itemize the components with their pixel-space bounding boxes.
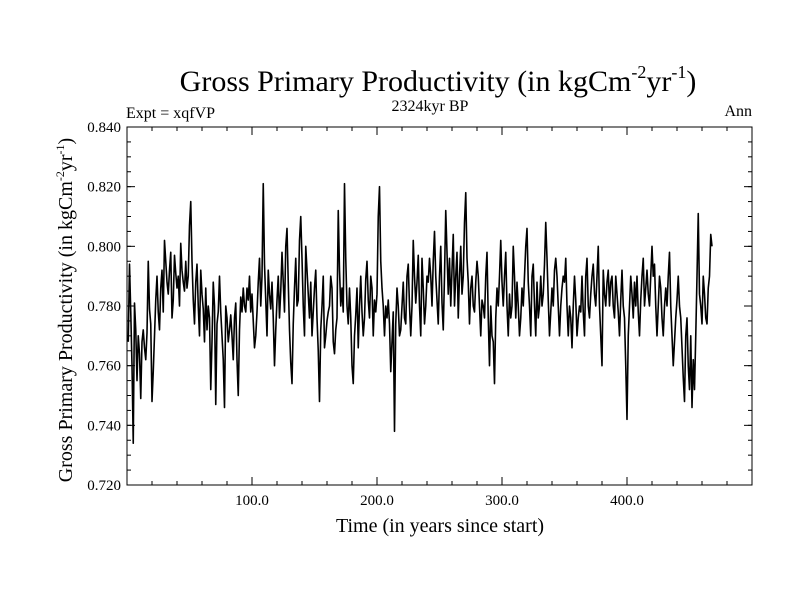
axis-tick-labels: 0.720 0.740 0.760 0.780 0.800 0.820 0.840 100.0… xyxy=(87,120,644,509)
experiment-label: Expt = xqfVP xyxy=(126,105,215,122)
x-tick-label: 300.0 xyxy=(485,493,519,509)
x-tick-label: 100.0 xyxy=(235,493,269,509)
y-axis-label-sup: -1 xyxy=(53,144,67,154)
season-label: Ann xyxy=(724,103,752,120)
chart-title: Gross Primary Productivity (in kgCm-2yr-… xyxy=(180,62,697,98)
x-axis-label: Time (in years since start) xyxy=(336,515,544,537)
y-tick-label: 0.800 xyxy=(87,239,121,255)
y-tick-label: 0.820 xyxy=(87,180,121,196)
y-tick-label: 0.760 xyxy=(87,359,121,375)
y-tick-label: 0.840 xyxy=(87,120,121,136)
plot-frame xyxy=(126,126,753,486)
x-tick-label: 400.0 xyxy=(610,493,644,509)
y-axis-label-sup: -2 xyxy=(53,171,67,181)
chart-subtitle: 2324kyr BP xyxy=(392,98,469,115)
y-axis-label: Gross Primary Productivity (in kgCm-2yr-… xyxy=(53,138,77,482)
series-line xyxy=(127,182,713,445)
y-tick-label: 0.720 xyxy=(87,478,121,494)
chart-title-sup: -1 xyxy=(671,62,686,82)
y-tick-label: 0.740 xyxy=(87,418,121,434)
y-tick-label: 0.780 xyxy=(87,299,121,315)
chart-title-sup: -2 xyxy=(631,62,646,82)
x-tick-label: 200.0 xyxy=(360,493,394,509)
